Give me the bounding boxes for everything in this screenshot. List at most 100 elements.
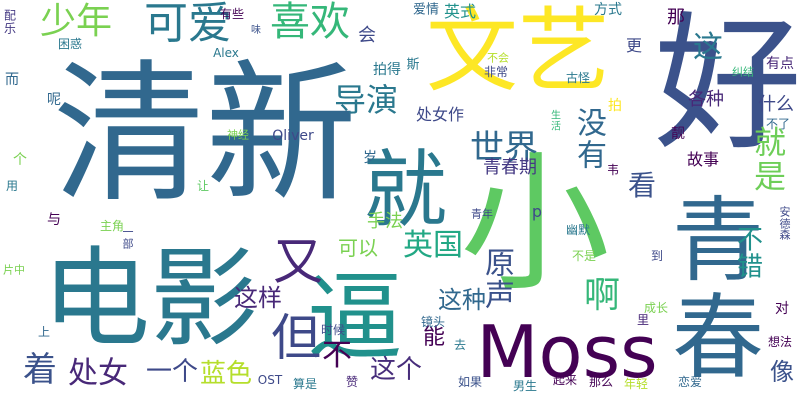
- word-hui: 会: [358, 25, 376, 46]
- word-yige: 一个: [145, 357, 199, 387]
- word-liang: 靓: [671, 126, 685, 142]
- word-shenme: 什么: [758, 94, 794, 115]
- word-keai: 可爱: [144, 0, 232, 49]
- word-suanshi: 算是: [292, 377, 318, 391]
- word-bucuo: 不错: [737, 225, 764, 283]
- word-oliver: Oliver: [272, 128, 314, 144]
- word-na: 那: [667, 7, 685, 28]
- word-wei: 味: [251, 25, 261, 36]
- word-geng: 更: [625, 36, 643, 55]
- word-zhege: 这个: [369, 355, 423, 385]
- word-sui: 岁: [363, 150, 377, 166]
- word-kunhuo: 困惑: [57, 37, 83, 51]
- word-dui: 对: [775, 301, 789, 317]
- word-yingshi: 英式: [443, 2, 477, 21]
- word-keyi: 可以: [338, 236, 378, 260]
- word-ost: OST: [257, 373, 283, 387]
- word-zheyang: 这样: [234, 284, 282, 312]
- word-lianai: 恋爱: [677, 375, 703, 389]
- word-qilai: 起来: [552, 373, 578, 387]
- word-lanse: 蓝色: [199, 359, 253, 389]
- word-shenghuo: 生活: [551, 110, 561, 132]
- word-pai: 拍: [608, 98, 622, 114]
- word-shoufa: 手法: [367, 211, 403, 232]
- word-qingchunqi: 青春期: [483, 157, 537, 178]
- word-shihou: 时候: [320, 323, 346, 337]
- word-youmo: 幽默: [565, 223, 591, 237]
- word-yuansheng: 原声: [485, 246, 515, 313]
- word-zhujue: 主角: [99, 219, 125, 233]
- word-nianqing: 年轻: [623, 377, 649, 391]
- word-si: 斯: [406, 57, 420, 73]
- word-ruguo: 如果: [457, 375, 483, 389]
- word-kan: 看: [627, 169, 657, 202]
- word-dan: 但: [271, 309, 321, 367]
- word-chunv: 处女: [68, 356, 128, 391]
- word-xihuan: 喜欢: [270, 0, 350, 45]
- word-zan: 赞: [345, 375, 359, 389]
- word-a: 啊: [583, 275, 621, 316]
- word-p: p: [531, 202, 543, 221]
- word-dao: 到: [650, 249, 664, 263]
- word-andesen: 安德森: [779, 205, 791, 242]
- word-wenyi: 文艺: [425, 0, 611, 105]
- word-ge: 个: [13, 152, 27, 168]
- word-alex: Alex: [213, 46, 239, 60]
- word-er: 而: [5, 72, 19, 88]
- word-yingguo: 英国: [403, 228, 463, 263]
- word-shijie: 世界: [470, 128, 538, 168]
- word-guguai: 古怪: [565, 71, 591, 85]
- word-yibu: 一部: [122, 225, 134, 250]
- word-jiushi: 就是: [754, 123, 787, 195]
- word-you: 又: [273, 233, 323, 291]
- word-feichang: 非常: [483, 65, 509, 79]
- word-xiang: 像: [770, 358, 794, 386]
- word-jiu: 就: [362, 141, 448, 239]
- word-bi: 逼: [307, 262, 403, 374]
- word-aiqing: 爱情: [412, 2, 440, 18]
- word-pianzhong: 片中: [3, 263, 25, 277]
- word-buhui: 不会: [487, 51, 509, 65]
- word-jiujie: 纠结: [732, 65, 754, 79]
- word-xiao: 小: [459, 138, 611, 312]
- word-bu: 不: [322, 338, 352, 373]
- word-qingchun: 青春: [672, 187, 765, 391]
- word-peiyue: 配乐: [4, 8, 17, 35]
- word-nansheng: 男生: [512, 379, 538, 393]
- word-qu: 去: [453, 338, 467, 352]
- word-zhe2: 着: [23, 350, 57, 390]
- word-ne: 呢: [47, 92, 61, 108]
- word-fangshi: 方式: [594, 2, 622, 18]
- word-neng: 能: [422, 325, 446, 350]
- word-moss: Moss: [476, 310, 658, 394]
- word-chengzhang: 成长: [643, 301, 669, 315]
- word-rang: 让: [196, 179, 210, 193]
- word-buliao: 不了: [765, 117, 791, 131]
- word-zhezhong: 这种: [438, 286, 486, 314]
- word-bushi: 不是: [571, 249, 597, 263]
- word-xiangfa: 想法: [767, 335, 793, 349]
- word-yong: 用: [5, 179, 19, 193]
- word-name: 那么: [588, 375, 614, 389]
- word-youdian: 有点: [766, 56, 794, 72]
- word-gezhong: 各种: [688, 89, 724, 110]
- word-shaonian: 少年: [39, 1, 113, 42]
- word-wei2: 韦: [606, 163, 620, 177]
- word-meiyou: 没有: [577, 106, 607, 173]
- word-paide: 拍得: [373, 62, 401, 78]
- word-gushi: 故事: [686, 150, 720, 169]
- word-qingnian: 青年: [471, 207, 493, 221]
- word-jingtou: 镜头: [420, 315, 446, 329]
- word-youxie: 有些: [219, 7, 245, 21]
- word-dianying: 电影: [41, 237, 259, 362]
- word-daoyan: 导演: [333, 81, 399, 119]
- word-chunvzuo: 处女作: [415, 105, 465, 124]
- word-yu: 与: [47, 212, 61, 228]
- word-zhe: 这: [693, 30, 723, 65]
- word-shang: 上: [37, 325, 51, 339]
- word-hao: 好: [654, 0, 800, 171]
- word-li: 里: [636, 313, 650, 327]
- word-shenjing: 神经: [227, 128, 249, 142]
- word-qingxin: 清新: [53, 46, 357, 223]
